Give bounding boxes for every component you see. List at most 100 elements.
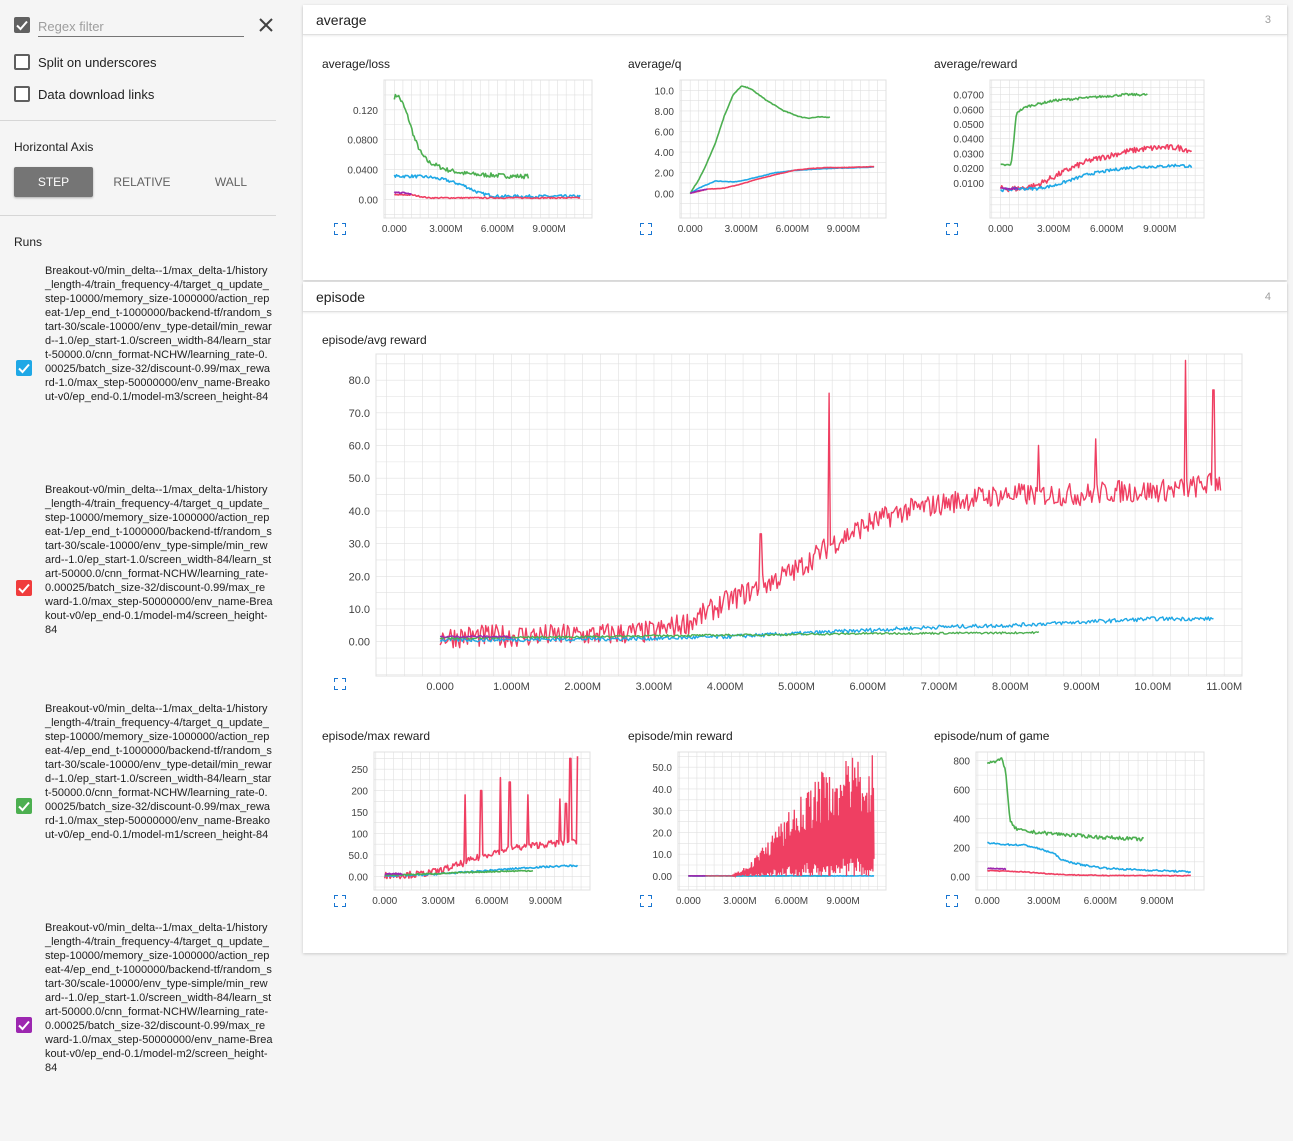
y-tick-label: 20.0 bbox=[349, 571, 370, 583]
x-tick-label: 3.000M bbox=[723, 896, 756, 907]
section-count: 3 bbox=[1264, 14, 1271, 26]
x-tick-label: 3.000M bbox=[429, 224, 462, 235]
run-label-m3: Breakout-v0/min_delta--1/max_delta-1/his… bbox=[45, 265, 272, 403]
x-tick-label: 9.000M bbox=[1063, 681, 1100, 693]
chart-avg-loss[interactable]: 0.00 0.0400 0.0800 0.120 0.000 3.000M 6.000M 9.… bbox=[347, 79, 593, 235]
series-line bbox=[987, 841, 1192, 874]
regex-filter-input[interactable] bbox=[38, 16, 244, 37]
y-tick-label: 0.00 bbox=[655, 189, 675, 200]
x-tick-label: 6.000M bbox=[1084, 896, 1117, 907]
x-tick-label: 6.000M bbox=[1090, 224, 1123, 235]
series-line bbox=[689, 85, 831, 194]
y-tick-label: 0.0300 bbox=[953, 149, 984, 160]
y-tick-label: 10.0 bbox=[655, 86, 675, 97]
y-tick-label: 800 bbox=[953, 757, 970, 768]
x-tick-label: 0.000 bbox=[975, 896, 1000, 907]
x-tick-label: 0.000 bbox=[988, 224, 1013, 235]
series-line bbox=[689, 166, 875, 195]
sidebar: Split on underscores Data download links… bbox=[0, 0, 290, 1141]
chart-avg-reward[interactable]: 0.0100 0.0200 0.0300 0.0400 0.0500 0.0600 0.07… bbox=[953, 79, 1205, 235]
chart-title-avg-reward: average/reward bbox=[934, 57, 1018, 71]
chart-ep-min-reward[interactable]: 0.00 10.0 20.0 30.0 40.0 50.0 0.000 3.000M 6.000… bbox=[653, 751, 887, 907]
fullscreen-expand-icon[interactable] bbox=[640, 895, 652, 907]
y-tick-label: 30.0 bbox=[653, 807, 673, 818]
y-tick-label: 40.0 bbox=[349, 506, 370, 518]
chart-title-ep-avg-reward: episode/avg reward bbox=[322, 333, 427, 347]
check-icon bbox=[16, 20, 28, 31]
fullscreen-expand-icon[interactable] bbox=[946, 895, 958, 907]
x-tick-label: 3.000M bbox=[1027, 896, 1060, 907]
split-underscores-checkbox[interactable] bbox=[14, 54, 30, 70]
y-tick-label: 200 bbox=[953, 843, 970, 854]
y-tick-label: 50.0 bbox=[349, 851, 369, 862]
chart-title-ep-max-reward: episode/max reward bbox=[322, 729, 431, 743]
chart-avg-q[interactable]: 0.00 2.00 4.00 6.00 8.00 10.0 0.000 3.000M 6.000… bbox=[655, 79, 887, 235]
series-line bbox=[393, 174, 581, 199]
y-tick-label: 200 bbox=[351, 787, 368, 798]
y-tick-label: 0.00 bbox=[653, 872, 673, 883]
chart-title-ep-num-game: episode/num of game bbox=[934, 729, 1050, 743]
axis-wall-button[interactable]: WALL bbox=[214, 175, 248, 189]
section-average: average 3 bbox=[303, 5, 1287, 280]
fullscreen-expand-icon[interactable] bbox=[334, 223, 346, 235]
y-tick-label: 0.0100 bbox=[953, 179, 984, 190]
x-tick-label: 9.000M bbox=[827, 224, 860, 235]
fullscreen-expand-icon[interactable] bbox=[334, 678, 346, 690]
x-tick-label: 6.000M bbox=[776, 224, 809, 235]
y-tick-label: 0.00 bbox=[359, 195, 379, 206]
regex-filter-checkbox[interactable] bbox=[14, 17, 30, 33]
y-tick-label: 6.00 bbox=[655, 127, 675, 138]
section-header[interactable]: average 3 bbox=[303, 5, 1287, 35]
clear-filter-close-icon[interactable] bbox=[258, 17, 274, 33]
x-tick-label: 1.000M bbox=[493, 681, 530, 693]
y-tick-label: 150 bbox=[351, 808, 368, 819]
x-tick-label: 9.000M bbox=[1143, 224, 1176, 235]
split-underscores-label: Split on underscores bbox=[38, 55, 157, 70]
y-tick-label: 0.120 bbox=[353, 106, 378, 117]
run-checkbox-m2[interactable] bbox=[16, 1017, 32, 1033]
chart-ep-max-reward[interactable]: 0.00 50.0 100 150 200 250 0.000 3.000M 6.000M 9.0… bbox=[349, 751, 591, 907]
axis-relative-button[interactable]: RELATIVE bbox=[113, 175, 171, 189]
series-line bbox=[1000, 92, 1148, 167]
y-tick-label: 10.0 bbox=[349, 604, 370, 616]
y-tick-label: 250 bbox=[351, 765, 368, 776]
y-tick-label: 0.0700 bbox=[953, 91, 984, 102]
x-tick-label: 6.000M bbox=[775, 896, 808, 907]
run-checkbox-m1[interactable] bbox=[16, 798, 32, 814]
divider bbox=[0, 120, 276, 121]
chart-title-ep-min-reward: episode/min reward bbox=[628, 729, 733, 743]
section-header[interactable]: episode 4 bbox=[303, 282, 1287, 312]
chart-ep-avg-reward[interactable]: 0.00 10.0 20.0 30.0 40.0 50.0 60.0 70.0 80.0 0.00… bbox=[349, 353, 1243, 693]
x-tick-label: 2.000M bbox=[564, 681, 601, 693]
fullscreen-expand-icon[interactable] bbox=[334, 895, 346, 907]
data-download-checkbox[interactable] bbox=[14, 86, 30, 102]
series-line bbox=[987, 869, 1191, 877]
x-tick-label: 0.000 bbox=[426, 681, 454, 693]
chart-ep-num-game[interactable]: 0.00 200 400 600 800 0.000 3.000M 6.000M 9.000M bbox=[951, 751, 1205, 907]
check-icon bbox=[18, 801, 30, 812]
fullscreen-expand-icon[interactable] bbox=[640, 223, 652, 235]
x-tick-label: 6.000M bbox=[481, 224, 514, 235]
run-checkbox-m3[interactable] bbox=[16, 360, 32, 376]
y-tick-label: 50.0 bbox=[349, 473, 370, 485]
series-line bbox=[1000, 187, 1019, 191]
chart-title-avg-loss: average/loss bbox=[322, 57, 391, 71]
section-title: average bbox=[316, 12, 367, 28]
y-tick-label: 0.00 bbox=[349, 637, 370, 649]
x-tick-label: 6.000M bbox=[475, 896, 508, 907]
x-tick-label: 0.000 bbox=[676, 896, 701, 907]
run-label-m1: Breakout-v0/min_delta--1/max_delta-1/his… bbox=[45, 703, 272, 841]
section-count: 4 bbox=[1264, 291, 1271, 303]
y-tick-label: 0.0500 bbox=[953, 120, 984, 131]
fullscreen-expand-icon[interactable] bbox=[946, 223, 958, 235]
series-line bbox=[439, 631, 1040, 640]
chart-title-avg-q: average/q bbox=[628, 57, 682, 71]
check-icon bbox=[18, 583, 30, 594]
runs-title: Runs bbox=[14, 235, 43, 249]
section-title: episode bbox=[316, 289, 366, 305]
axis-step-button[interactable]: STEP bbox=[14, 167, 93, 197]
y-tick-label: 0.00 bbox=[951, 872, 971, 883]
series-line bbox=[393, 93, 530, 180]
check-icon bbox=[18, 363, 30, 374]
run-checkbox-m4[interactable] bbox=[16, 580, 32, 596]
